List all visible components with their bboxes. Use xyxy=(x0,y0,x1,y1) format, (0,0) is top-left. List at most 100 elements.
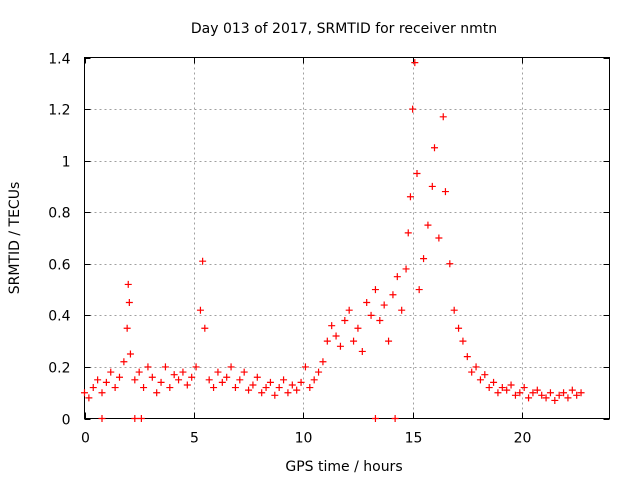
data-point xyxy=(406,193,414,201)
data-point xyxy=(131,376,139,384)
data-point xyxy=(240,368,248,376)
data-point xyxy=(319,358,327,366)
data-point xyxy=(463,353,471,361)
data-point xyxy=(450,306,458,314)
data-point xyxy=(192,363,200,371)
data-point xyxy=(371,286,379,294)
data-point xyxy=(446,260,454,268)
data-point xyxy=(363,298,371,306)
data-point xyxy=(210,384,218,392)
data-point xyxy=(123,324,131,332)
data-point xyxy=(573,391,581,399)
data-point xyxy=(262,384,270,392)
x-tick-label: 10 xyxy=(295,431,313,447)
data-point xyxy=(577,389,585,397)
data-point xyxy=(323,337,331,345)
data-point xyxy=(533,386,541,394)
plot-frame xyxy=(84,57,610,419)
data-point xyxy=(280,376,288,384)
data-point xyxy=(354,324,362,332)
data-point xyxy=(175,376,183,384)
data-point xyxy=(435,234,443,242)
tick-marks xyxy=(84,57,610,420)
data-point xyxy=(341,317,349,325)
data-point xyxy=(546,389,554,397)
data-point xyxy=(275,384,283,392)
data-point xyxy=(227,363,235,371)
y-tick-label: 1 xyxy=(62,155,71,171)
x-tick-label: 20 xyxy=(514,431,532,447)
data-point xyxy=(490,378,498,386)
data-point xyxy=(249,381,257,389)
data-point xyxy=(135,368,143,376)
y-tick-label: 0.6 xyxy=(48,258,70,274)
data-point xyxy=(284,389,292,397)
data-point xyxy=(441,188,449,196)
data-point xyxy=(245,386,253,394)
data-point xyxy=(538,391,546,399)
data-point xyxy=(223,373,231,381)
data-point xyxy=(413,170,421,178)
data-point xyxy=(350,337,358,345)
data-point xyxy=(542,394,550,402)
data-point xyxy=(398,306,406,314)
data-point xyxy=(126,350,134,358)
data-point xyxy=(124,280,132,288)
data-point xyxy=(288,381,296,389)
data-point xyxy=(420,255,428,263)
data-point xyxy=(98,415,106,422)
data-point xyxy=(520,384,528,392)
data-point xyxy=(153,389,161,397)
data-point xyxy=(301,363,309,371)
data-point xyxy=(179,368,187,376)
data-point xyxy=(472,363,480,371)
data-point xyxy=(336,342,344,350)
data-point xyxy=(494,389,502,397)
data-point xyxy=(391,415,399,422)
data-point xyxy=(411,59,419,67)
data-point xyxy=(89,384,97,392)
data-point xyxy=(144,363,152,371)
data-point xyxy=(258,389,266,397)
data-point xyxy=(507,381,515,389)
data-point xyxy=(428,182,436,190)
data-point xyxy=(102,378,110,386)
y-tick-label: 0.8 xyxy=(48,206,70,222)
data-point xyxy=(297,378,305,386)
y-axis-label: SRMTID / TECUs xyxy=(7,182,23,295)
y-tick-label: 1.4 xyxy=(48,52,70,68)
data-point xyxy=(332,332,340,340)
data-point xyxy=(358,347,366,355)
data-point xyxy=(498,384,506,392)
data-point xyxy=(376,317,384,325)
data-point xyxy=(385,337,393,345)
y-tick-label: 0 xyxy=(62,413,71,429)
data-point xyxy=(266,378,274,386)
data-point xyxy=(328,322,336,330)
data-point xyxy=(380,301,388,309)
data-point xyxy=(205,376,213,384)
data-point xyxy=(511,391,519,399)
x-tick-labels: 0 5 10 15 20 xyxy=(81,431,531,447)
data-point xyxy=(389,291,397,299)
x-tick-label: 5 xyxy=(190,431,199,447)
data-point xyxy=(201,324,209,332)
data-point xyxy=(424,221,432,229)
data-point xyxy=(551,396,559,404)
data-point xyxy=(125,298,133,306)
data-point xyxy=(481,371,489,379)
data-point xyxy=(140,384,148,392)
grid-lines xyxy=(84,57,610,419)
data-point xyxy=(393,273,401,281)
data-point xyxy=(271,391,279,399)
x-tick-label: 15 xyxy=(405,431,423,447)
data-point xyxy=(166,384,174,392)
data-point xyxy=(459,337,467,345)
data-point xyxy=(188,373,196,381)
data-point xyxy=(476,376,484,384)
data-point xyxy=(94,376,102,384)
data-point xyxy=(157,378,165,386)
data-point xyxy=(485,384,493,392)
data-point xyxy=(315,368,323,376)
